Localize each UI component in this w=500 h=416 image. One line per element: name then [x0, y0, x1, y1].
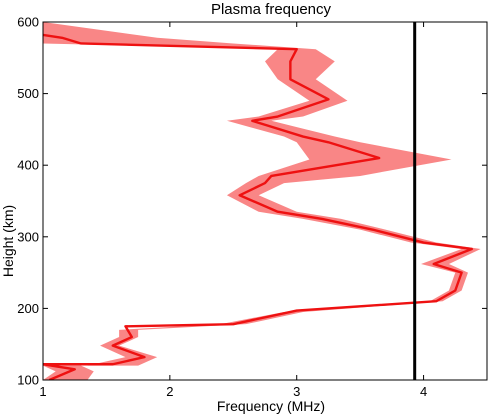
y-tick-label: 100: [17, 373, 39, 388]
axes-frame: [42, 21, 488, 381]
y-tick-label: 500: [17, 86, 39, 101]
plot-series-group: [43, 22, 481, 380]
plasma-frequency-line: [43, 33, 473, 380]
y-tick-label: 200: [17, 301, 39, 316]
y-tick-label: 600: [17, 15, 39, 30]
y-tick-label: 300: [17, 229, 39, 244]
y-tick-label: 400: [17, 158, 39, 173]
x-tick-label: 1: [39, 384, 46, 399]
x-tick-label: 2: [166, 384, 173, 399]
plot-area: [43, 22, 481, 380]
y-axis-label: Height (km): [0, 205, 16, 277]
axes: 1 2 3 4 100 200 300 400 500 600: [17, 15, 488, 399]
uncertainty-band: [43, 22, 481, 380]
x-axis-label: Frequency (MHz): [217, 398, 325, 414]
chart-title: Plasma frequency: [211, 1, 332, 18]
x-tick-label: 4: [420, 384, 427, 399]
x-tick-label: 3: [293, 384, 300, 399]
